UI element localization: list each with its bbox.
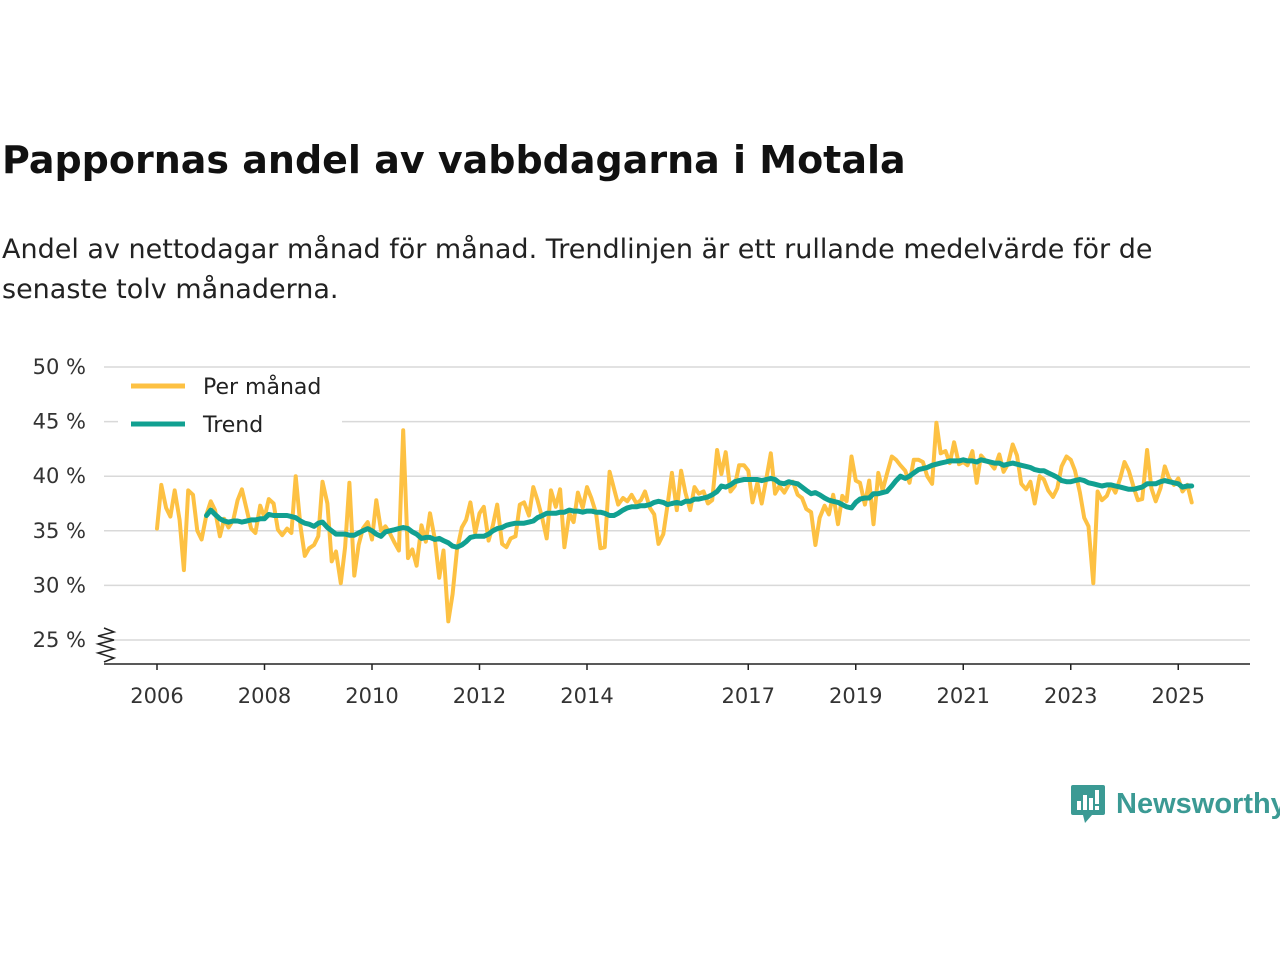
x-tick: 2021 — [937, 664, 990, 708]
axis-break-icon — [95, 627, 117, 663]
newsworthy-logo: Newsworthy — [1070, 783, 1280, 825]
legend-label: Trend — [202, 413, 263, 438]
y-tick: 35 % — [33, 519, 86, 543]
chart-title: Pappornas andel av vabbdagarna i Motala — [2, 138, 906, 182]
y-tick: 40 % — [33, 464, 86, 488]
x-tick-label: 2017 — [722, 684, 775, 708]
y-tick-label: 25 % — [33, 628, 86, 652]
legend: Per månad Trend — [118, 368, 342, 446]
x-tick-label: 2023 — [1044, 684, 1097, 708]
chart-bubble-icon — [1071, 785, 1105, 823]
x-tick-label: 2021 — [937, 684, 990, 708]
series-layer — [155, 420, 1195, 624]
chart-subtitle: Andel av nettodagar månad för månad. Tre… — [2, 234, 1153, 305]
x-tick: 2019 — [829, 664, 882, 708]
legend-label: Per månad — [203, 374, 321, 400]
y-tick: 45 % — [33, 410, 86, 434]
x-tick: 2010 — [345, 664, 399, 708]
x-tick: 2017 — [722, 664, 775, 708]
x-tick: 2006 — [130, 664, 184, 708]
series-line-per-manad — [155, 420, 1194, 624]
x-tick-label: 2010 — [345, 684, 398, 708]
x-tick-label: 2014 — [560, 684, 613, 708]
y-tick-label: 40 % — [33, 464, 86, 488]
x-tick: 2012 — [453, 664, 506, 708]
y-tick: 30 % — [33, 573, 86, 597]
y-tick-label: 30 % — [33, 573, 86, 597]
x-tick: 2023 — [1044, 664, 1097, 708]
line-chart: 25 % 30 % 35 % 40 % 45 % 50 % 2006 2008 2010 2012… — [33, 355, 1250, 708]
y-tick-label: 35 % — [33, 519, 86, 543]
axes: 25 % 30 % 35 % 40 % 45 % 50 % 2006 2008 2010 2012… — [33, 355, 1250, 708]
brand-name: Newsworthy — [1116, 787, 1280, 820]
x-tick-label: 2006 — [130, 684, 183, 708]
legend-background — [118, 368, 342, 446]
x-tick: 2025 — [1152, 664, 1205, 708]
y-tick-label: 45 % — [33, 410, 86, 434]
x-tick: 2008 — [238, 664, 291, 708]
y-tick: 25 % — [33, 628, 86, 652]
y-tick: 50 % — [33, 355, 86, 379]
series-line-trend — [204, 457, 1195, 550]
x-tick: 2014 — [560, 664, 614, 708]
x-tick-label: 2025 — [1152, 684, 1205, 708]
x-tick-label: 2008 — [238, 684, 291, 708]
y-tick-label: 50 % — [33, 355, 86, 379]
x-tick-label: 2019 — [829, 684, 882, 708]
x-tick-label: 2012 — [453, 684, 506, 708]
